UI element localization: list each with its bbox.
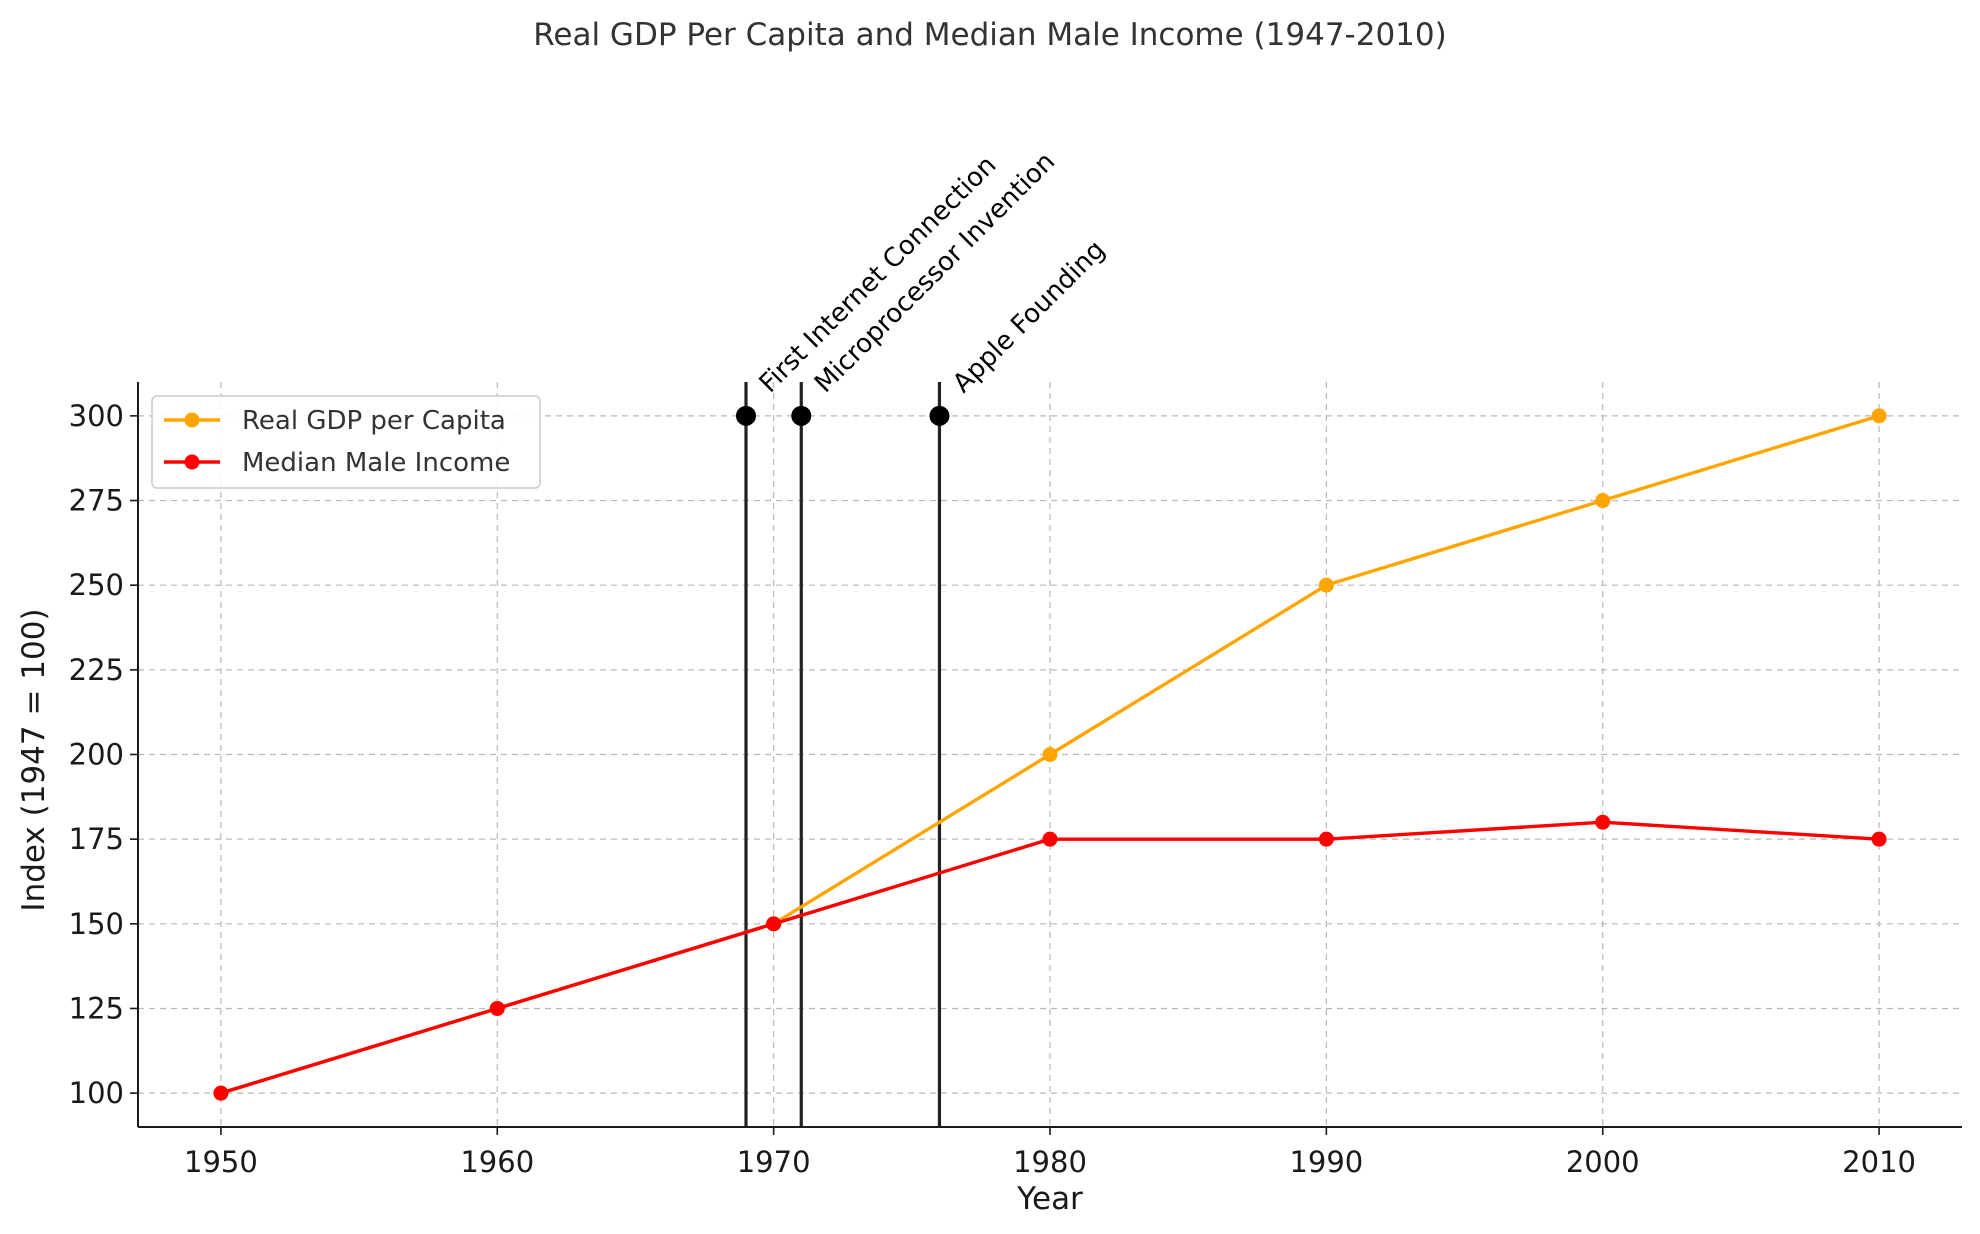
y-tick-label: 100 <box>69 1076 124 1110</box>
event-point <box>929 405 950 426</box>
legend-swatch-marker <box>184 412 200 428</box>
x-tick-label: 1960 <box>460 1145 534 1179</box>
event-point <box>736 405 756 426</box>
legend-label: Median Male Income <box>242 448 510 478</box>
x-tick-label: 1980 <box>1013 1145 1087 1179</box>
grid-lines <box>138 382 1962 1127</box>
y-tick-label: 200 <box>69 738 124 772</box>
data-point <box>1871 831 1887 847</box>
y-axis-label: Index (1947 = 100) <box>16 608 52 911</box>
y-tick-label: 250 <box>69 568 124 602</box>
event-label: Microprocessor Invention <box>809 147 1061 399</box>
x-tick-label: 2010 <box>1842 1145 1916 1179</box>
x-tick-label: 1950 <box>184 1145 258 1179</box>
data-point <box>1318 831 1334 847</box>
data-point <box>213 1085 229 1101</box>
legend-label: Real GDP per Capita <box>242 406 506 436</box>
data-point <box>1871 408 1887 424</box>
x-tick-label: 2000 <box>1566 1145 1640 1179</box>
y-tick-label: 225 <box>69 653 124 687</box>
x-axis-label: Year <box>1016 1181 1083 1217</box>
axes <box>130 382 1962 1135</box>
chart-title: Real GDP Per Capita and Median Male Inco… <box>533 17 1446 53</box>
x-tick-label: 1970 <box>737 1145 811 1179</box>
y-tick-label: 275 <box>69 484 124 518</box>
data-point <box>1595 814 1611 830</box>
legend-swatch-marker <box>184 454 200 470</box>
data-point <box>489 1000 505 1016</box>
y-tick-label: 150 <box>69 907 124 941</box>
legend-box <box>151 395 541 489</box>
data-point <box>1595 493 1611 509</box>
data-point <box>1042 831 1058 847</box>
y-tick-label: 125 <box>69 991 124 1025</box>
y-tick-label: 175 <box>69 822 124 856</box>
data-point <box>1318 577 1334 593</box>
data-point <box>766 916 782 932</box>
legend: Real GDP per Capita Median Male Income <box>151 395 541 489</box>
event-label: Apple Founding <box>947 235 1111 399</box>
data-series <box>213 408 1887 1101</box>
event-point <box>791 405 812 426</box>
data-point <box>1042 747 1058 762</box>
x-tick-label: 1990 <box>1289 1145 1363 1179</box>
y-tick-label: 300 <box>69 399 124 433</box>
tick-labels: 1950 1960 1970 1980 1990 2000 2010 100 125 150 175… <box>69 399 1916 1179</box>
event-markers: First Internet ConnectionMicroprocessor … <box>736 147 1111 1127</box>
